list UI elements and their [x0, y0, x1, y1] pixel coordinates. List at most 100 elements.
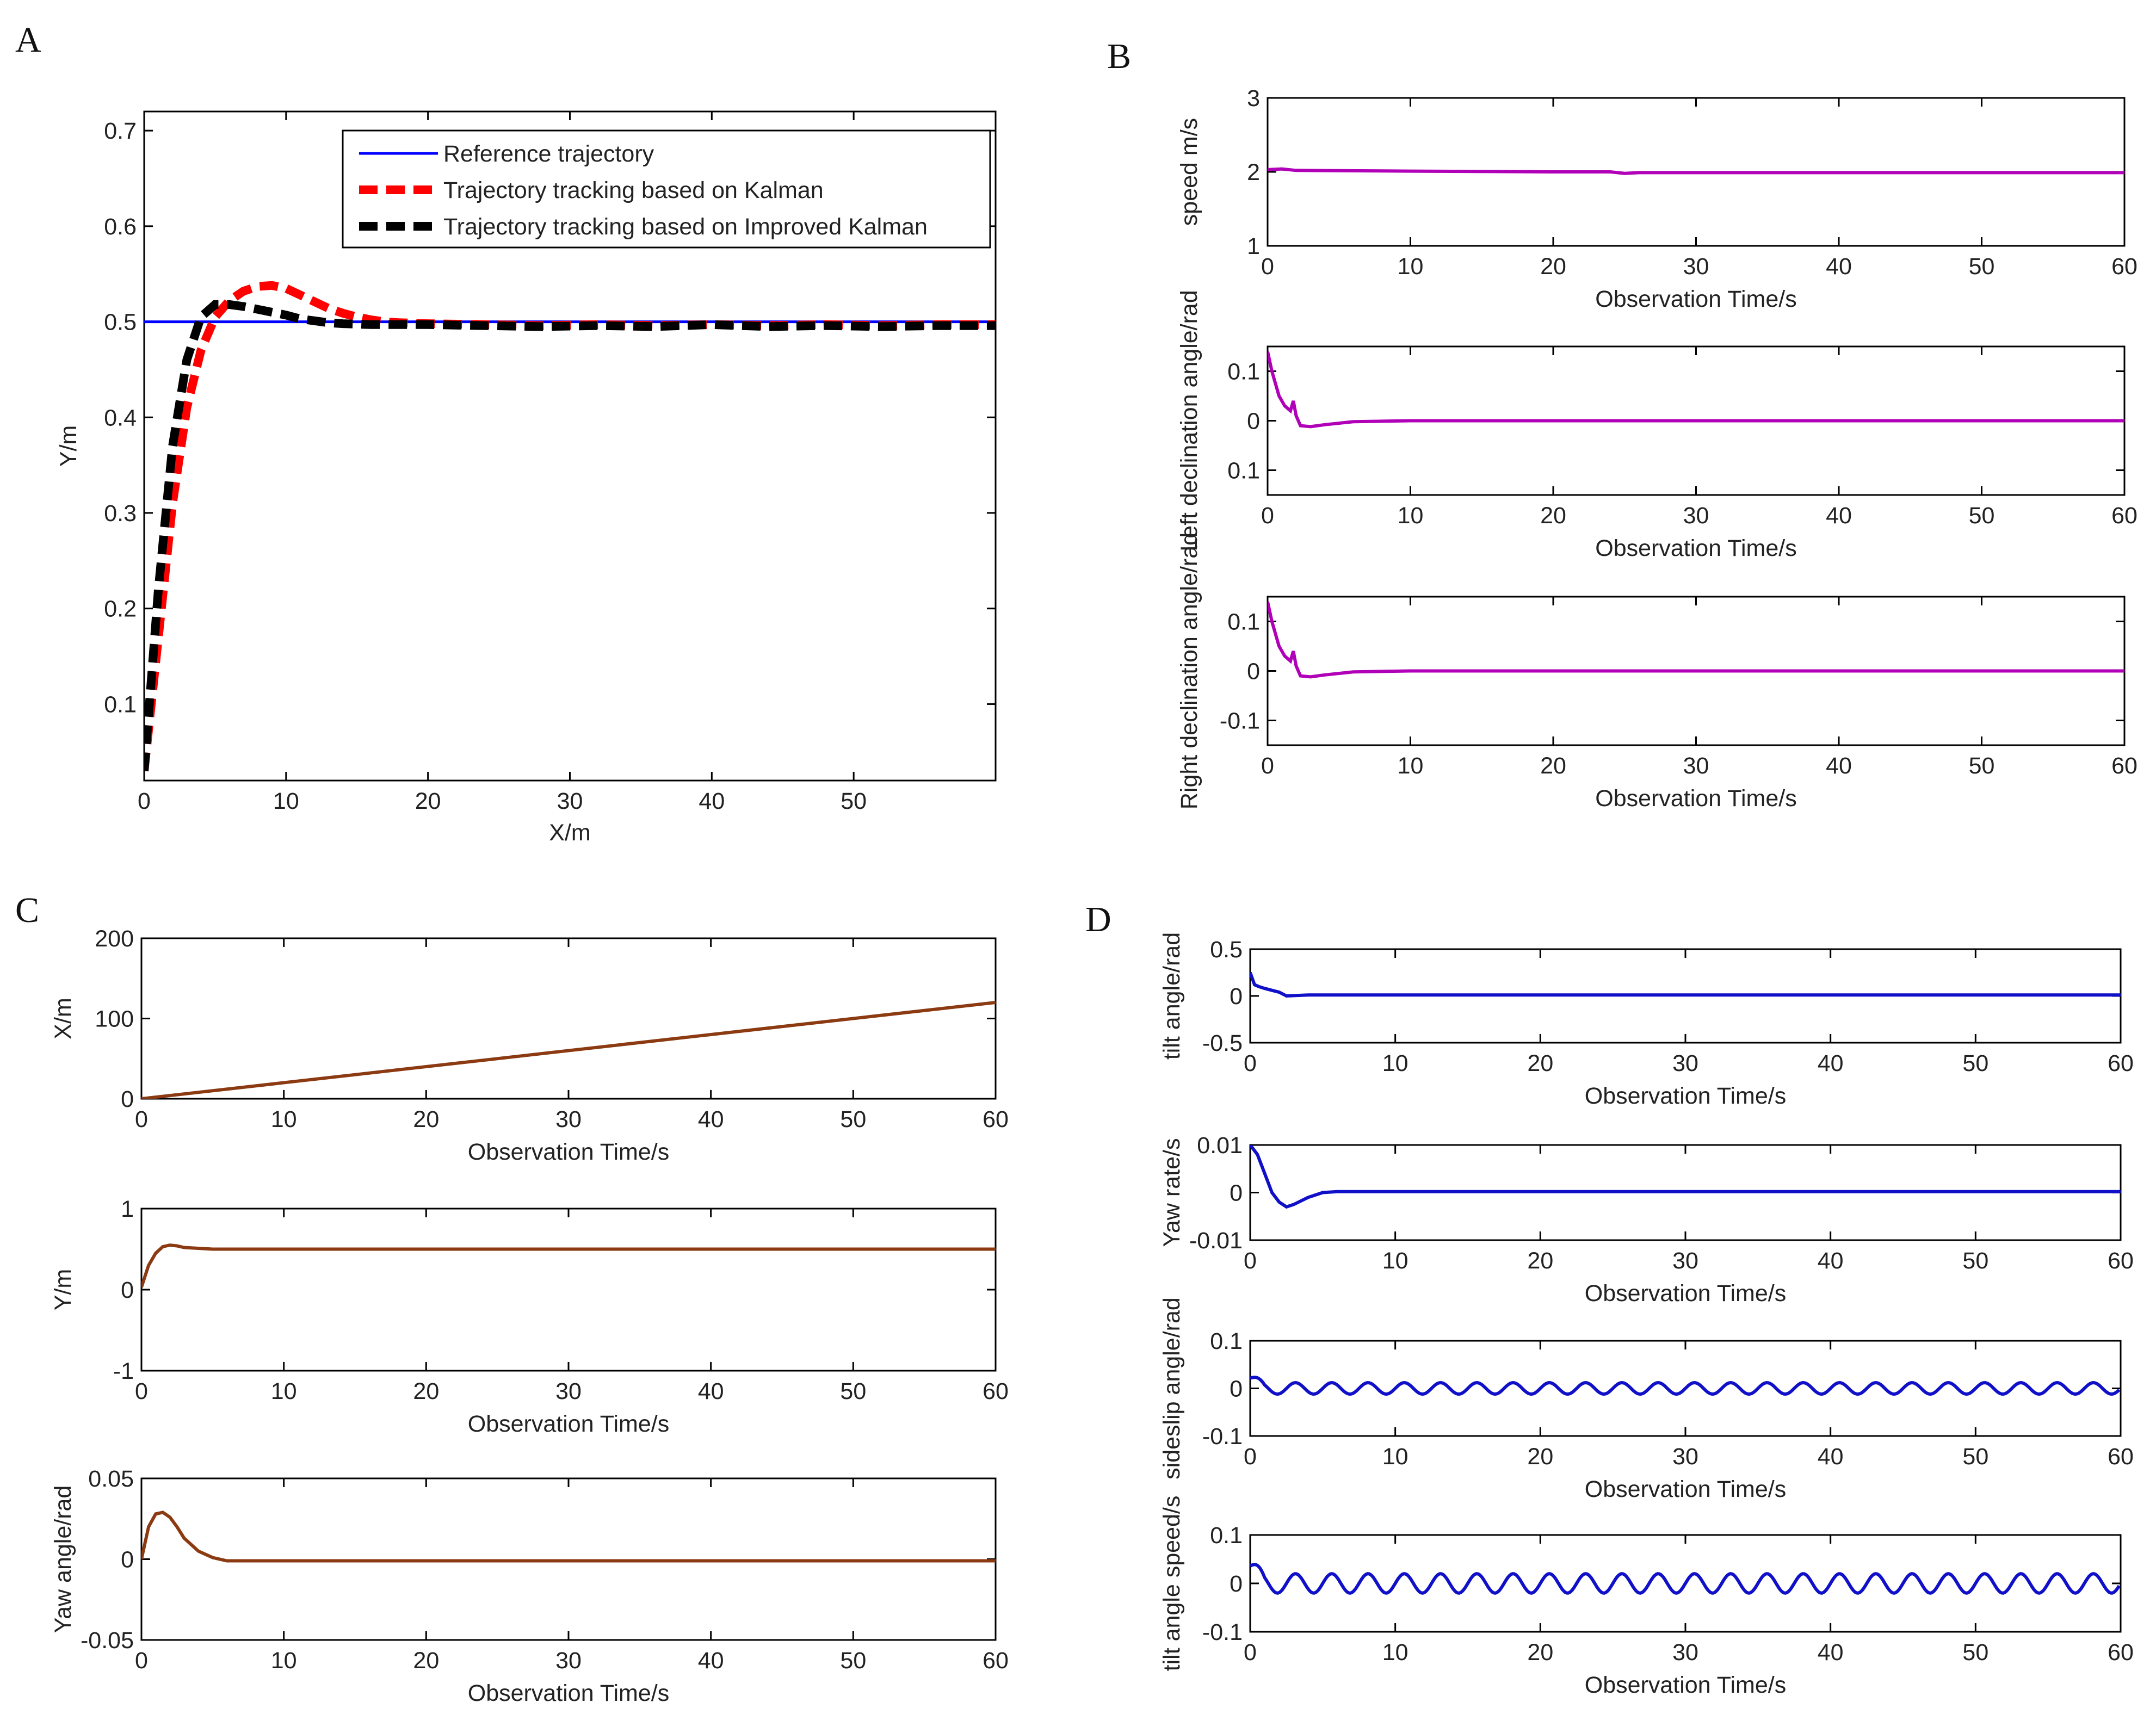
y-tick-label: 0.6	[104, 214, 137, 240]
x-tick-label: 50	[840, 1378, 866, 1404]
y-tick-label: 0	[1247, 659, 1260, 685]
x-tick-label: 40	[1818, 1639, 1844, 1666]
x-tick-label: 20	[1527, 1248, 1553, 1274]
y-tick-label: 0	[1230, 1571, 1243, 1597]
y-tick-label: 0	[121, 1547, 134, 1573]
y-tick-label: -0.1	[1202, 1619, 1243, 1645]
plot-frame	[140, 1208, 997, 1372]
x-tick-label: 20	[1540, 253, 1566, 280]
panel-letter-d: D	[1085, 900, 1111, 939]
x-tick-label: 0	[1261, 753, 1274, 779]
x-tick-label: 60	[2108, 1050, 2134, 1076]
y-tick-label: -0.05	[81, 1627, 134, 1654]
x-tick-label: 30	[1672, 1444, 1698, 1470]
y-tick-label: -0.5	[1202, 1030, 1243, 1056]
x-tick-label: 0	[1244, 1639, 1257, 1666]
y-axis-label: tilt angle speed/s	[1159, 1496, 1185, 1672]
x-axis-label: Observation Time/s	[468, 1411, 669, 1437]
y-tick-label: 0.01	[1197, 1132, 1243, 1159]
y-tick-label: 0	[121, 1277, 134, 1303]
y-axis-label: Left declination angle/rad	[1176, 290, 1202, 552]
x-tick-label: 0	[1244, 1050, 1257, 1076]
x-tick-label: 60	[2108, 1639, 2134, 1666]
y-tick-label: -0.1	[1202, 1423, 1243, 1450]
x-axis-label: Observation Time/s	[1585, 1476, 1786, 1502]
x-tick-label: 20	[413, 1378, 439, 1404]
x-tick-label: 40	[1818, 1050, 1844, 1076]
series-line-2	[144, 300, 996, 772]
legend-box	[342, 129, 991, 249]
x-tick-label: 30	[1672, 1639, 1698, 1666]
x-tick-label: 50	[1969, 503, 1995, 529]
x-tick-label: 40	[1818, 1444, 1844, 1470]
x-tick-label: 60	[2111, 253, 2138, 280]
x-tick-label: 40	[698, 1378, 724, 1404]
x-tick-label: 40	[698, 1648, 724, 1674]
y-tick-label: 0	[1230, 1376, 1243, 1402]
y-axis-label: Yaw rate/s	[1159, 1138, 1185, 1247]
y-tick-label: 3	[1247, 85, 1260, 112]
panel-letter-c: C	[15, 890, 39, 930]
y-tick-label: -0.01	[1189, 1228, 1243, 1254]
x-tick-label: 20	[1527, 1639, 1553, 1666]
y-tick-label: 0.1	[1227, 458, 1260, 484]
x-tick-label: 30	[555, 1378, 582, 1404]
x-axis-label: Observation Time/s	[468, 1139, 669, 1165]
y-tick-label: 0.2	[104, 596, 137, 622]
y-tick-label: -0.1	[1220, 708, 1260, 734]
x-axis-label: Observation Time/s	[1585, 1672, 1786, 1698]
y-tick-label: 100	[95, 1006, 134, 1032]
y-axis-label: tilt angle/rad	[1159, 932, 1185, 1060]
y-axis-label: sideslip angle/rad	[1159, 1297, 1185, 1479]
legend-entry: Trajectory tracking based on Kalman	[443, 177, 824, 203]
x-tick-label: 60	[983, 1648, 1009, 1674]
series-line-0	[141, 1510, 996, 1563]
x-tick-label: 10	[1382, 1248, 1408, 1274]
y-tick-label: 1	[121, 1196, 134, 1222]
x-tick-label: 50	[1962, 1639, 1988, 1666]
series-line-0	[141, 1243, 996, 1288]
x-axis-label: Observation Time/s	[1595, 535, 1796, 561]
x-tick-label: 30	[1683, 503, 1709, 529]
x-tick-label: 40	[698, 1106, 724, 1132]
y-tick-label: 0	[121, 1086, 134, 1112]
x-tick-label: 10	[273, 788, 299, 814]
x-tick-label: 0	[135, 1378, 148, 1404]
y-tick-label: 0.5	[1210, 937, 1243, 963]
y-tick-label: 200	[95, 926, 134, 952]
x-axis-label: Observation Time/s	[1585, 1280, 1786, 1307]
x-tick-label: 10	[1398, 753, 1424, 779]
x-tick-label: 50	[1969, 753, 1995, 779]
x-tick-label: 60	[2108, 1444, 2134, 1470]
x-tick-label: 40	[699, 788, 725, 814]
y-axis-label: Yaw angle/rad	[50, 1485, 76, 1633]
y-tick-label: 0.1	[1227, 609, 1260, 635]
x-tick-label: 40	[1826, 253, 1852, 280]
x-tick-label: 20	[1527, 1444, 1553, 1470]
y-axis-label: Right declination angle/rad	[1176, 533, 1202, 809]
x-tick-label: 10	[271, 1378, 297, 1404]
x-tick-label: 30	[555, 1106, 582, 1132]
series-line-0	[1268, 351, 2124, 429]
x-tick-label: 10	[1382, 1050, 1408, 1076]
x-tick-label: 20	[413, 1648, 439, 1674]
x-axis-label: X/m	[549, 820, 590, 846]
x-tick-label: 60	[2111, 753, 2138, 779]
series-line-0	[141, 1001, 996, 1099]
y-tick-label: 0.7	[104, 118, 137, 144]
x-tick-label: 60	[2111, 503, 2138, 529]
y-tick-label: 0	[1230, 1180, 1243, 1206]
series-line-0	[1250, 1563, 2121, 1595]
x-tick-label: 40	[1818, 1248, 1844, 1274]
x-tick-label: 40	[1826, 503, 1852, 529]
y-tick-label: -1	[113, 1358, 134, 1384]
y-tick-label: 0.05	[88, 1466, 134, 1492]
x-tick-label: 20	[1527, 1050, 1553, 1076]
x-tick-label: 50	[840, 1648, 866, 1674]
y-axis-label: Y/m	[55, 425, 82, 467]
